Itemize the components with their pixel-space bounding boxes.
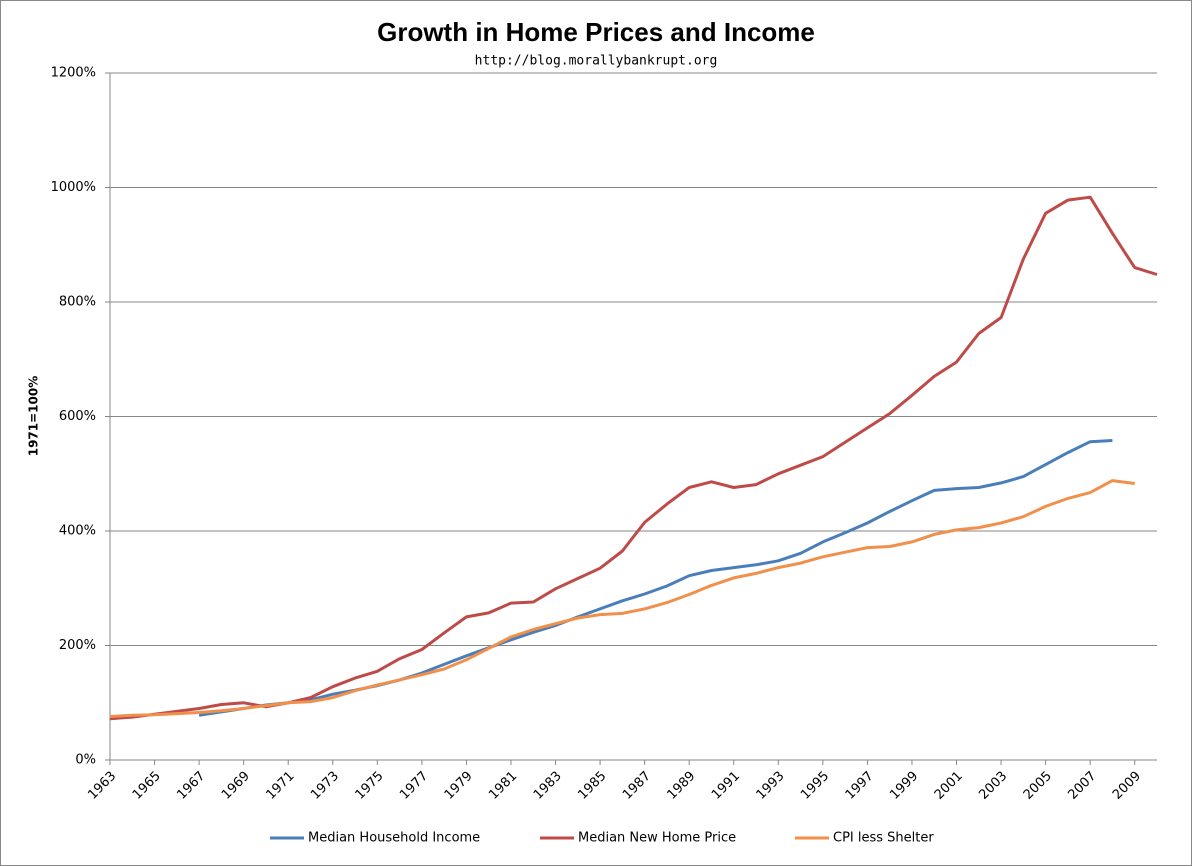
legend-label: CPI less Shelter bbox=[833, 831, 934, 846]
y-tick-label: 1200% bbox=[51, 66, 96, 81]
chart-subtitle: http://blog.morallybankrupt.org bbox=[475, 54, 718, 69]
legend-label: Median New Home Price bbox=[578, 831, 736, 846]
chart-title: Growth in Home Prices and Income bbox=[377, 17, 815, 47]
legend-label: Median Household Income bbox=[308, 831, 480, 846]
y-tick-label: 600% bbox=[59, 409, 96, 424]
y-tick-label: 800% bbox=[59, 295, 96, 310]
y-tick-label: 200% bbox=[59, 638, 96, 653]
y-axis-label: 1971=100% bbox=[27, 376, 41, 457]
y-tick-label: 0% bbox=[75, 753, 96, 768]
series-line bbox=[109, 479, 1135, 718]
y-tick-label: 1000% bbox=[51, 180, 96, 195]
y-tick-label: 400% bbox=[59, 524, 96, 539]
